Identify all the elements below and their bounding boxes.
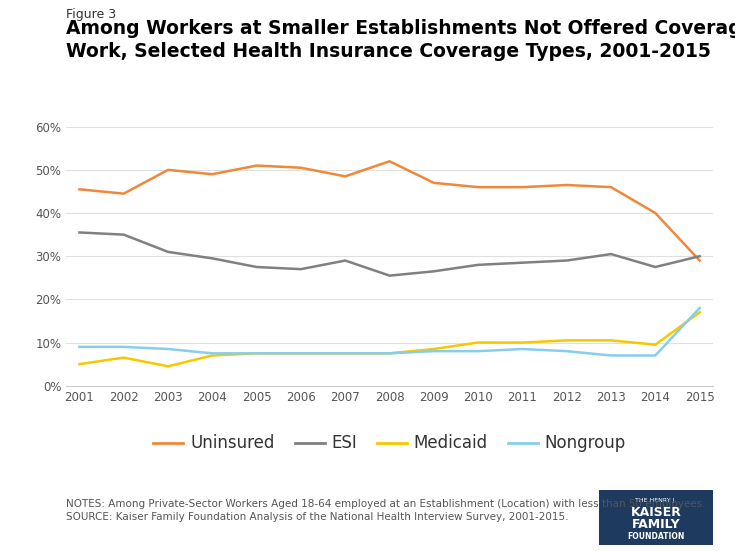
Text: KAISER: KAISER [631, 506, 681, 519]
Legend: Uninsured, ESI, Medicaid, Nongroup: Uninsured, ESI, Medicaid, Nongroup [147, 428, 632, 459]
Text: THE HENRY J.: THE HENRY J. [635, 498, 677, 503]
Text: FAMILY: FAMILY [631, 518, 681, 531]
Text: FOUNDATION: FOUNDATION [627, 532, 685, 541]
Text: Figure 3: Figure 3 [66, 8, 116, 21]
Text: Among Workers at Smaller Establishments Not Offered Coverage at
Work, Selected H: Among Workers at Smaller Establishments … [66, 19, 735, 61]
Text: NOTES: Among Private-Sector Workers Aged 18-64 employed at an Establishment (Loc: NOTES: Among Private-Sector Workers Aged… [66, 499, 706, 522]
